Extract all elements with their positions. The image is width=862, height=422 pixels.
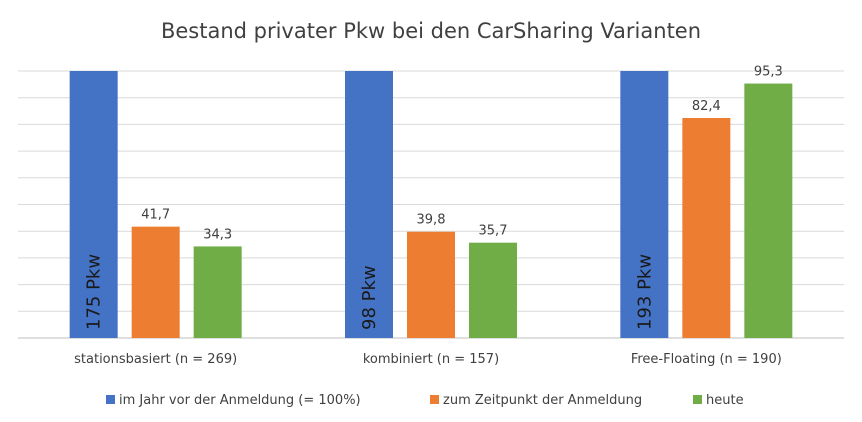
chart-title: Bestand privater Pkw bei den CarSharing … bbox=[161, 19, 701, 43]
category-labels: stationsbasiert (n = 269) kombiniert (n =… bbox=[74, 352, 782, 367]
data-label: 39,8 bbox=[417, 213, 446, 228]
bar-inner-label: 193 Pkw bbox=[634, 254, 655, 330]
bar bbox=[407, 231, 455, 338]
data-labels: 175 Pkw 41,7 34,3 98 Pkw 39,8 35,7 193 Pkw 82,4… bbox=[84, 65, 783, 330]
bar bbox=[193, 246, 242, 338]
bars bbox=[69, 71, 793, 338]
bar-inner-label: 175 Pkw bbox=[84, 254, 105, 330]
bar bbox=[469, 242, 517, 338]
legend-swatch bbox=[430, 395, 439, 404]
bar bbox=[744, 83, 793, 338]
bar-inner-label: 98 Pkw bbox=[359, 265, 380, 330]
legend-label: zum Zeitpunkt der Anmeldung bbox=[443, 393, 642, 408]
data-label: 41,7 bbox=[141, 208, 170, 223]
bar bbox=[345, 71, 393, 338]
legend-label: im Jahr vor der Anmeldung (= 100%) bbox=[119, 393, 361, 408]
legend-label: heute bbox=[706, 393, 744, 408]
data-label: 34,3 bbox=[203, 227, 232, 242]
legend-swatch bbox=[106, 395, 115, 404]
bar bbox=[69, 71, 118, 338]
category-label: Free-Floating (n = 190) bbox=[631, 352, 782, 367]
data-label: 82,4 bbox=[692, 99, 721, 114]
bar bbox=[620, 71, 669, 338]
data-label: 35,7 bbox=[479, 224, 508, 239]
category-label: kombiniert (n = 157) bbox=[363, 352, 499, 367]
bar bbox=[682, 117, 731, 338]
data-label: 95,3 bbox=[754, 65, 783, 80]
legend: im Jahr vor der Anmeldung (= 100%) zum Ze… bbox=[106, 393, 744, 408]
bar bbox=[131, 226, 180, 338]
category-label: stationsbasiert (n = 269) bbox=[74, 352, 237, 367]
legend-swatch bbox=[693, 395, 702, 404]
